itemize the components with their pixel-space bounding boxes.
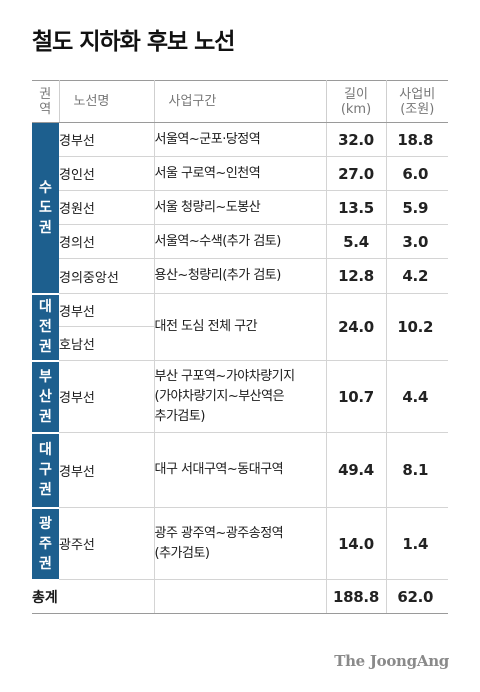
length-value: 13.5 bbox=[326, 190, 387, 225]
region-label: 대 구 권 bbox=[39, 442, 52, 498]
section-text: 서울역~수색(추가 검토) bbox=[154, 224, 327, 259]
region-cell-sudogwon: 수 도 권 bbox=[32, 122, 59, 295]
section-text-lines: 부산 구포역~가야차량기지 (가야차량기지~부산역은 추가검토) bbox=[154, 368, 296, 424]
length-value: 10.7 bbox=[326, 360, 387, 433]
header-length-text: 길이 (km) bbox=[340, 86, 372, 117]
length-value: 24.0 bbox=[326, 293, 387, 361]
line-name: 경부선 bbox=[59, 360, 155, 433]
region-cell-daegu: 대 구 권 bbox=[32, 432, 59, 509]
total-cost: 62.0 bbox=[386, 579, 448, 614]
total-section-empty bbox=[154, 579, 327, 614]
region-cell-daejeon: 대 전 권 bbox=[32, 293, 59, 362]
table-row: 광 주 권 광주선 광주 광주역~광주송정역 (추가검토) 14.0 1.4 bbox=[32, 507, 448, 581]
cost-value: 18.8 bbox=[386, 122, 448, 157]
section-text: 서울 청량리~도봉산 bbox=[154, 190, 327, 225]
page-title: 철도 지하화 후보 노선 bbox=[32, 29, 235, 55]
header-region-text: 권 역 bbox=[39, 86, 52, 117]
brand-logo: The JoongAng bbox=[334, 652, 449, 670]
section-text: 서울 구로역~인천역 bbox=[154, 156, 327, 191]
section-text: 용산~청량리(추가 검토) bbox=[154, 258, 327, 294]
table-row: 호남선 bbox=[32, 326, 448, 361]
table-row: 대 구 권 경부선 대구 서대구역~동대구역 49.4 8.1 bbox=[32, 432, 448, 509]
table-row: 경원선 서울 청량리~도봉산 13.5 5.9 bbox=[32, 190, 448, 225]
railway-table: 권 역 노선명 사업구간 길이 (km) 사업비 (조원) 수 도 권 경부선 … bbox=[32, 80, 448, 614]
line-name: 경부선 bbox=[59, 293, 155, 327]
header-region: 권 역 bbox=[32, 80, 60, 123]
cost-value: 3.0 bbox=[386, 224, 448, 259]
line-name: 호남선 bbox=[59, 326, 155, 361]
region-label: 수 도 권 bbox=[39, 179, 52, 236]
length-value: 14.0 bbox=[326, 507, 387, 580]
cost-value: 4.2 bbox=[386, 258, 448, 294]
table-row: 경인선 서울 구로역~인천역 27.0 6.0 bbox=[32, 156, 448, 191]
header-cost: 사업비 (조원) bbox=[386, 80, 448, 123]
region-cell-gwangju: 광 주 권 bbox=[32, 507, 59, 581]
length-value: 49.4 bbox=[326, 432, 387, 508]
region-label: 대 전 권 bbox=[39, 299, 52, 355]
line-name: 경인선 bbox=[59, 156, 155, 191]
region-label: 광 주 권 bbox=[39, 515, 52, 572]
total-row: 총계 188.8 62.0 bbox=[32, 579, 448, 614]
section-text: 대구 서대구역~동대구역 bbox=[154, 432, 327, 508]
cost-value: 4.4 bbox=[386, 360, 448, 433]
section-text: 부산 구포역~가야차량기지 (가야차량기지~부산역은 추가검토) bbox=[154, 360, 327, 433]
line-name: 경부선 bbox=[59, 122, 155, 157]
cost-value: 8.1 bbox=[386, 432, 448, 508]
length-value: 27.0 bbox=[326, 156, 387, 191]
cost-value: 5.9 bbox=[386, 190, 448, 225]
length-value: 12.8 bbox=[326, 258, 387, 294]
line-name: 경의중앙선 bbox=[59, 258, 155, 294]
region-cell-busan: 부 산 권 bbox=[32, 360, 59, 434]
table-row: 경의선 서울역~수색(추가 검토) 5.4 3.0 bbox=[32, 224, 448, 259]
header-length: 길이 (km) bbox=[326, 80, 387, 123]
length-value: 32.0 bbox=[326, 122, 387, 157]
total-label: 총계 bbox=[32, 579, 155, 614]
line-name: 경의선 bbox=[59, 224, 155, 259]
line-name: 광주선 bbox=[59, 507, 155, 580]
table-row: 수 도 권 경부선 서울역~군포·당정역 32.0 18.8 bbox=[32, 122, 448, 295]
section-text: 대전 도심 전체 구간 bbox=[154, 293, 327, 361]
section-text: 광주 광주역~광주송정역 (추가검토) bbox=[154, 507, 327, 580]
table-row: 대 전 권 경부선 대전 도심 전체 구간 24.0 10.2 bbox=[32, 293, 448, 362]
length-value: 5.4 bbox=[326, 224, 387, 259]
region-label: 부 산 권 bbox=[39, 368, 52, 425]
line-name: 경원선 bbox=[59, 190, 155, 225]
cost-value: 10.2 bbox=[386, 293, 448, 361]
cost-value: 6.0 bbox=[386, 156, 448, 191]
line-name: 경부선 bbox=[59, 432, 155, 508]
table-row: 경의중앙선 용산~청량리(추가 검토) 12.8 4.2 bbox=[32, 258, 448, 294]
cost-value: 1.4 bbox=[386, 507, 448, 580]
section-text: 서울역~군포·당정역 bbox=[154, 122, 327, 157]
header-cost-text: 사업비 (조원) bbox=[399, 86, 436, 117]
section-text-lines: 광주 광주역~광주송정역 (추가검토) bbox=[154, 525, 284, 561]
header-section: 사업구간 bbox=[154, 80, 327, 123]
total-length: 188.8 bbox=[326, 579, 387, 614]
header-line-name: 노선명 bbox=[59, 80, 155, 123]
table-row: 부 산 권 경부선 부산 구포역~가야차량기지 (가야차량기지~부산역은 추가검… bbox=[32, 360, 448, 434]
header-row: 권 역 노선명 사업구간 길이 (km) 사업비 (조원) bbox=[32, 80, 448, 123]
